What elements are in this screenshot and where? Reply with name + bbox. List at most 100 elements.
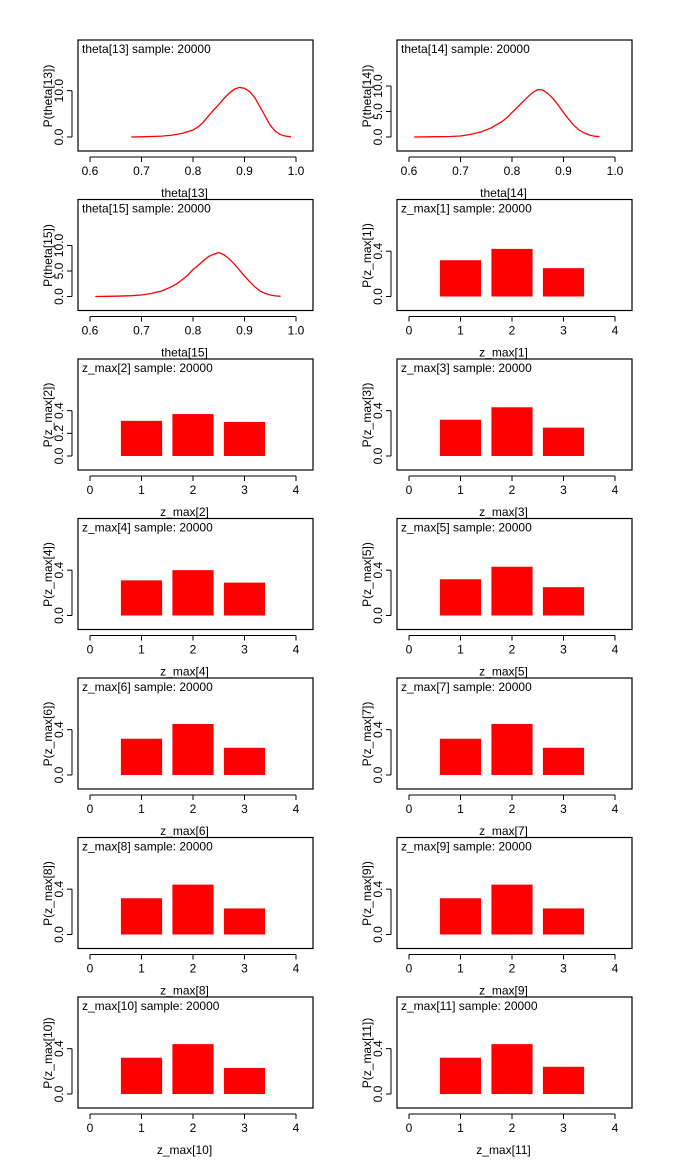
x-tick-label: 3: [560, 1121, 567, 1135]
y-tick-label: 0.0: [52, 607, 66, 624]
y-axis-label: P(z_max[1]): [360, 223, 374, 288]
x-tick-label: 3: [560, 483, 567, 497]
x-axis-label: z_max[7]: [479, 824, 528, 838]
y-tick-label: 0.4: [371, 1040, 385, 1057]
bar-z3: [542, 427, 585, 456]
plot-frame: [77, 39, 314, 152]
chart-panel: theta[14] sample: 20000 0.6 0.7 0.8 0.9 1.0 th…: [360, 39, 633, 200]
bar-z2: [491, 884, 533, 935]
x-tick-label: 1: [138, 483, 145, 497]
x-tick-label: 2: [509, 1121, 516, 1135]
x-tick-label: 3: [241, 1121, 248, 1135]
y-axis-label: P(z_max[4]): [41, 542, 55, 607]
x-tick-label: 2: [509, 483, 516, 497]
x-tick-label: 1: [457, 962, 464, 976]
y-tick-label: 0.0: [52, 288, 66, 305]
x-tick-label: 1: [457, 643, 464, 657]
x-tick-label: 1: [138, 643, 145, 657]
x-tick-label: 2: [509, 643, 516, 657]
x-tick-label: 1: [138, 962, 145, 976]
y-tick-label: 0.2: [52, 425, 66, 442]
chart-title: z_max[8] sample: 20000: [82, 840, 213, 854]
y-axis-label: P(z_max[9]): [360, 861, 374, 926]
x-tick-label: 3: [241, 802, 248, 816]
bar-z3: [223, 582, 266, 616]
plot-frame: [77, 836, 314, 950]
x-tick-label: 1: [138, 802, 145, 816]
y-tick-label: 0.0: [52, 766, 66, 783]
x-tick-label: 4: [612, 643, 619, 657]
y-axis-label: P(z_max[3]): [360, 383, 374, 448]
bar-z1: [120, 580, 163, 616]
x-tick-label: 0.6: [82, 164, 99, 178]
x-tick-label: 3: [560, 962, 567, 976]
x-tick-label: 2: [190, 483, 197, 497]
chart-panel: z_max[11] sample: 20000 0 1 2 3 4 z_max[11] 0.0…: [360, 996, 633, 1157]
y-tick-label: 0.4: [52, 402, 66, 419]
chart-title: z_max[5] sample: 20000: [401, 521, 532, 535]
x-tick-label: 0: [406, 962, 413, 976]
x-axis-label: z_max[1]: [479, 346, 528, 360]
x-tick-label: 1.0: [288, 324, 305, 338]
x-axis-label: z_max[6]: [160, 824, 209, 838]
bar-z1: [439, 260, 482, 297]
plot-frame: [77, 677, 314, 790]
x-tick-label: 1.0: [607, 164, 624, 178]
chart-panel: z_max[7] sample: 20000 0 1 2 3 4 z_max[7] 0.0 0.…: [360, 677, 633, 838]
chart-title: theta[13] sample: 20000: [82, 42, 211, 56]
bar-z2: [172, 570, 214, 616]
x-tick-label: 4: [293, 643, 300, 657]
bar-z1: [120, 420, 163, 456]
plot-frame: [396, 677, 633, 790]
x-tick-label: 0: [87, 802, 94, 816]
x-tick-label: 0.8: [504, 164, 521, 178]
y-axis-label: P(z_max[6]): [41, 702, 55, 767]
chart-panel: z_max[4] sample: 20000 0 1 2 3 4 z_max[4] 0.0 0.…: [41, 517, 314, 679]
bar-z3: [542, 908, 585, 935]
x-tick-label: 4: [612, 962, 619, 976]
y-tick-label: 0.0: [52, 447, 66, 464]
chart-title: theta[15] sample: 20000: [82, 202, 211, 216]
plot-frame: [77, 996, 314, 1109]
bar-z2: [491, 566, 533, 616]
bar-z2: [172, 414, 214, 456]
x-tick-label: 2: [190, 1121, 197, 1135]
bar-z1: [439, 579, 482, 616]
bar-z3: [542, 747, 585, 775]
x-tick-label: 0.7: [452, 164, 469, 178]
x-tick-label: 0: [406, 483, 413, 497]
density-line: [95, 251, 281, 298]
y-tick-label: 0.4: [371, 243, 385, 260]
chart-panel: z_max[10] sample: 20000 0 1 2 3 4 z_max[10] 0.0…: [41, 996, 314, 1157]
chart-panel: z_max[1] sample: 20000 0 1 2 3 4 z_max[1] 0.0 0.…: [360, 198, 633, 360]
x-tick-label: 0.6: [82, 324, 99, 338]
chart-title: z_max[4] sample: 20000: [82, 521, 213, 535]
y-tick-label: 0.4: [52, 721, 66, 738]
y-axis-label: P(z_max[7]): [360, 702, 374, 767]
x-axis-label: z_max[2]: [160, 505, 209, 519]
x-tick-label: 3: [241, 483, 248, 497]
bar-z2: [172, 724, 214, 775]
chart-panel: z_max[8] sample: 20000 0 1 2 3 4 z_max[8] 0.0 0.…: [41, 836, 314, 998]
bar-z1: [439, 1057, 482, 1094]
bar-z2: [172, 1044, 214, 1094]
x-tick-label: 4: [293, 802, 300, 816]
y-axis-label: P(z_max[10]): [41, 1017, 55, 1088]
chart-panel: theta[15] sample: 20000 0.6 0.7 0.8 0.9 1.0 th…: [41, 198, 314, 360]
y-axis-label: P(theta[14]): [360, 65, 374, 128]
y-tick-label: 0.0: [52, 926, 66, 943]
x-tick-label: 2: [190, 643, 197, 657]
x-tick-label: 3: [560, 643, 567, 657]
bar-z2: [491, 407, 533, 456]
bar-z1: [439, 419, 482, 456]
x-tick-label: 3: [241, 643, 248, 657]
chart-title: z_max[10] sample: 20000: [82, 999, 220, 1013]
y-tick-label: 0.0: [371, 1085, 385, 1102]
x-tick-label: 4: [612, 483, 619, 497]
y-tick-label: 0.4: [52, 562, 66, 579]
x-tick-label: 0: [87, 483, 94, 497]
bar-z3: [223, 908, 266, 935]
bar-z3: [223, 422, 266, 456]
plot-frame: [396, 198, 633, 312]
x-tick-label: 0: [406, 643, 413, 657]
